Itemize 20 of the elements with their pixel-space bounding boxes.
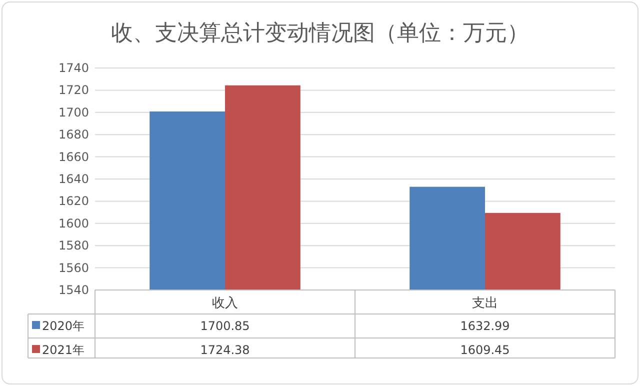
- y-tick-label: 1640: [58, 172, 89, 186]
- y-tick-label: 1680: [58, 128, 89, 142]
- chart-title: 收、支决算总计变动情况图（单位：万元）: [111, 21, 529, 46]
- x-tick-label: 支出: [472, 296, 498, 311]
- y-tick-label: 1620: [58, 194, 89, 208]
- y-tick-label: 1600: [58, 216, 89, 230]
- y-tick-label: 1720: [58, 83, 89, 98]
- data-label: 1724.38: [200, 343, 250, 357]
- data-label: 1609.45: [460, 343, 510, 357]
- x-tick-label: 收入: [212, 296, 238, 311]
- y-tick-label: 1540: [58, 283, 89, 297]
- y-tick-label: 1580: [58, 238, 89, 253]
- data-label: 1700.85: [200, 319, 250, 333]
- y-tick-label: 1560: [58, 260, 89, 275]
- data-label: 1632.99: [460, 319, 510, 333]
- legend-label: 2020年: [42, 319, 85, 333]
- legend-label: 2021年: [42, 343, 85, 357]
- y-tick-label: 1660: [58, 150, 89, 164]
- y-tick-label: 1700: [58, 105, 89, 120]
- y-tick-label: 1740: [58, 61, 89, 75]
